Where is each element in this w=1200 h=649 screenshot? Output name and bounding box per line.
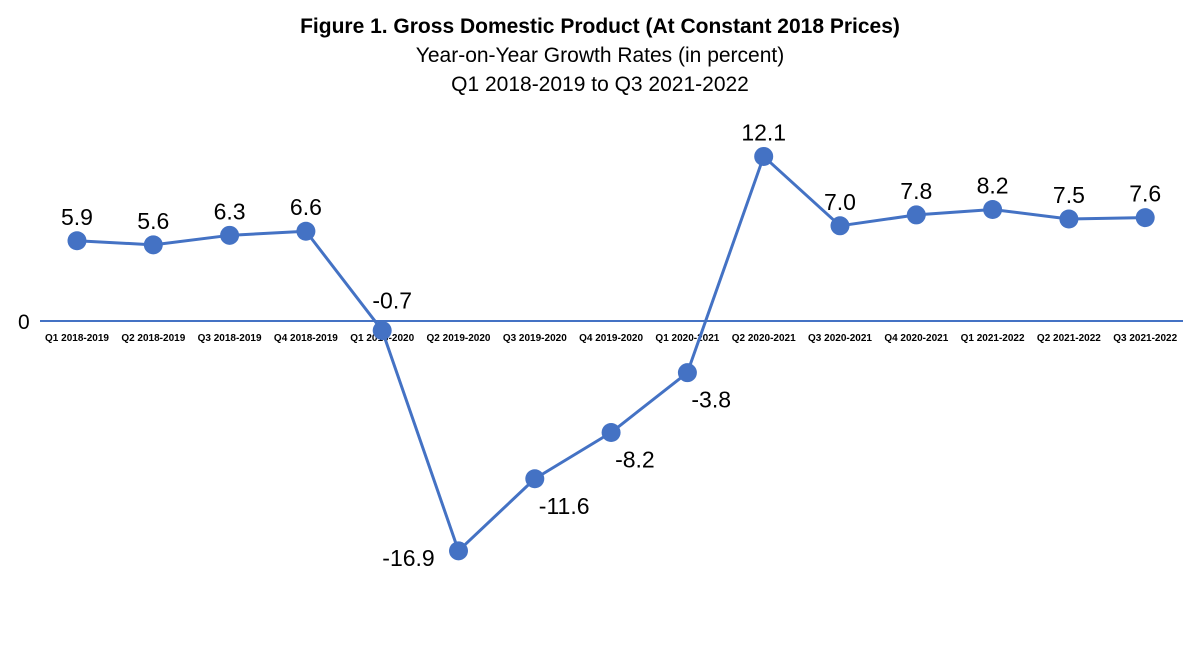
data-value-label: 7.8 — [900, 178, 932, 204]
x-tick-label: Q1 2018-2019 — [45, 333, 109, 344]
x-tick-label: Q3 2018-2019 — [198, 333, 262, 344]
data-value-label: 5.6 — [137, 208, 169, 234]
series-layer — [67, 146, 1155, 561]
chart-subtitle: Year-on-Year Growth Rates (in percent) — [415, 44, 785, 67]
x-tick-label: Q3 2019-2020 — [503, 333, 567, 344]
data-point-marker — [754, 146, 774, 166]
x-tick-label: Q3 2020-2021 — [808, 333, 872, 344]
data-value-label: -16.9 — [382, 545, 434, 571]
data-value-label: 6.3 — [214, 198, 246, 224]
x-tick-label: Q4 2018-2019 — [274, 333, 338, 344]
label-layer: 5.9 5.6 6.3 6.6 -0.7 -16.9 -11.6 -8.2 -3.8 12.1 7.… — [61, 119, 1161, 570]
x-tick-label: Q1 2020-2021 — [655, 333, 719, 344]
x-tick-label: Q2 2018-2019 — [121, 333, 185, 344]
data-value-label: 8.2 — [977, 172, 1009, 198]
data-value-label: -0.7 — [372, 288, 412, 314]
data-value-label: 6.6 — [290, 194, 322, 220]
data-point-marker — [296, 221, 316, 241]
data-point-marker — [143, 235, 163, 255]
data-point-marker — [1135, 208, 1155, 228]
chart-subtitle-period: Q1 2018-2019 to Q3 2021-2022 — [451, 73, 749, 96]
data-point-marker — [372, 321, 392, 341]
x-tick-label: Q1 2021-2022 — [961, 333, 1025, 344]
chart-titles: Figure 1. Gross Domestic Product (At Con… — [0, 12, 1200, 99]
data-value-label: 7.6 — [1129, 181, 1161, 207]
x-tick-label: Q4 2019-2020 — [579, 333, 643, 344]
x-tick-label: Q3 2021-2022 — [1113, 333, 1177, 344]
data-point-marker — [830, 216, 850, 236]
data-point-marker — [906, 205, 926, 225]
data-value-label: -8.2 — [615, 447, 655, 473]
chart-title: Figure 1. Gross Domestic Product (At Con… — [300, 15, 900, 38]
axis-layer: 0 Q1 2018-2019 Q2 2018-2019 Q3 2018-2019 Q4 … — [18, 311, 1183, 344]
data-value-label: 5.9 — [61, 204, 93, 230]
data-point-marker — [983, 199, 1003, 219]
data-point-marker — [449, 541, 468, 561]
data-point-marker — [525, 469, 545, 489]
x-tick-label: Q2 2020-2021 — [732, 333, 796, 344]
data-point-marker — [67, 231, 87, 251]
x-tick-label: Q2 2021-2022 — [1037, 333, 1101, 344]
zero-axis-label: 0 — [18, 311, 30, 334]
data-point-marker — [1059, 209, 1079, 229]
data-value-label: -3.8 — [691, 387, 731, 413]
data-point-marker — [601, 423, 621, 443]
data-value-label: -11.6 — [539, 493, 590, 519]
data-point-marker — [220, 225, 240, 245]
data-value-label: 12.1 — [741, 119, 786, 145]
data-point-marker — [677, 363, 697, 383]
data-value-label: 7.5 — [1053, 182, 1085, 208]
x-tick-label: Q4 2020-2021 — [884, 333, 948, 344]
data-value-label: 7.0 — [824, 189, 856, 215]
x-tick-label: Q2 2019-2020 — [427, 333, 491, 344]
